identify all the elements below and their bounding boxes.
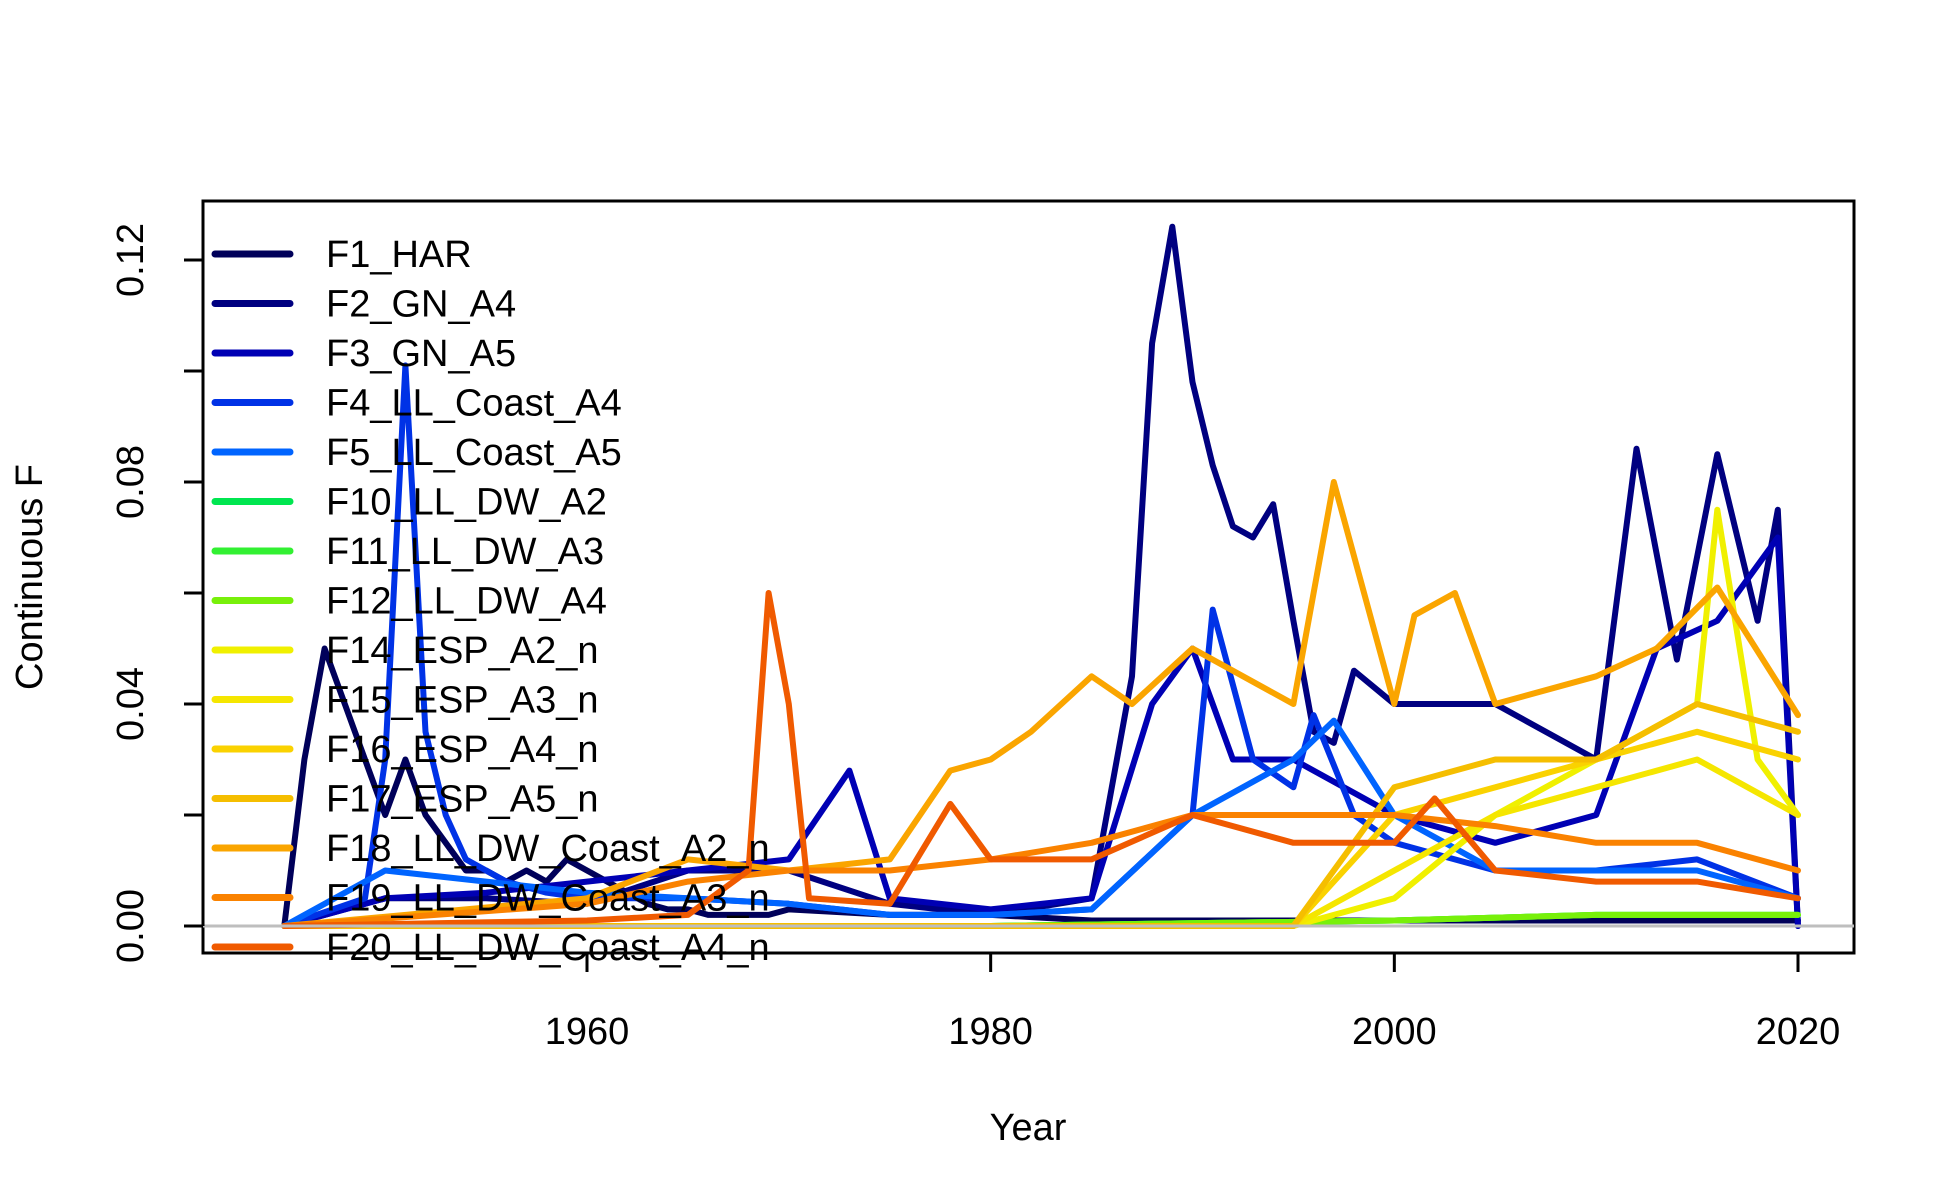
series-line-15 [281,590,1801,929]
x-tick-label: 1960 [545,1011,630,1053]
legend-label: F12_LL_DW_A4 [326,581,607,623]
series-line-13 [281,479,1801,929]
legend-label: F19_LL_DW_Coast_A3_n [326,878,770,920]
legend-label: F5_LL_Coast_A5 [326,432,622,474]
series-line-5 [281,717,1801,929]
legend-label: F3_GN_A5 [326,333,516,375]
legend-label: F15_ESP_A3_n [326,680,599,722]
y-tick-label: 0.04 [110,667,152,741]
series-line-14 [281,812,1801,929]
legend-label: F16_ESP_A4_n [326,729,599,771]
series-layer [281,223,1801,929]
legend-label: F18_LL_DW_Coast_A2_n [326,828,770,870]
x-axis: 1960 1980 2000 2020 [545,951,1841,1053]
y-tick-label: 0.12 [110,223,152,297]
x-tick-label: 2020 [1756,1011,1841,1053]
series-line-3 [281,534,1801,929]
legend-label: F1_HAR [326,234,472,276]
x-axis-label: Year [990,1107,1067,1149]
y-axis: 0.00 0.04 0.08 0.12 [110,223,205,963]
x-tick-label: 2000 [1352,1011,1437,1053]
legend-label: F14_ESP_A2_n [326,630,599,672]
legend-label: F10_LL_DW_A2 [326,482,607,524]
legend-label: F2_GN_A4 [326,284,516,326]
y-tick-label: 0.00 [110,889,152,963]
y-tick-label: 0.08 [110,445,152,519]
x-tick-label: 1980 [948,1011,1033,1053]
legend-label: F17_ESP_A5_n [326,779,599,821]
legend-label: F4_LL_Coast_A4 [326,383,622,425]
legend: F1_HAR F2_GN_A4 F3_GN_A5 F4_LL_Coast_A4 F5_L… [211,234,770,969]
legend-label: F20_LL_DW_Coast_A4_n [326,927,770,969]
legend-label: F11_LL_DW_A3 [326,531,604,573]
y-axis-label: Continuous F [9,464,51,690]
